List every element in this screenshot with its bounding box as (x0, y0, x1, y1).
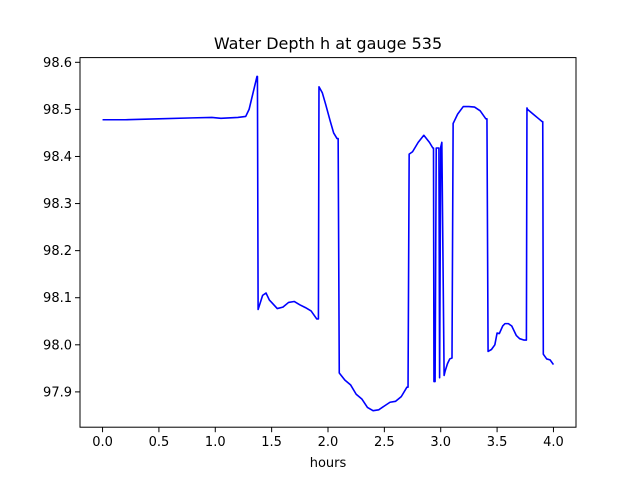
axis-ticks: 0.0 0.5 1.0 1.5 2.0 2.5 3.0 3.5 4.0 97.9 98.0 98.1 9… (43, 56, 564, 450)
axes-frame (79, 57, 577, 428)
y-tick-label: 98.1 (43, 291, 72, 306)
x-tick-label: 1.5 (261, 435, 282, 450)
x-tick-label: 3.0 (430, 435, 451, 450)
x-tick-label: 2.5 (374, 435, 395, 450)
x-tick-label: 0.5 (149, 435, 170, 450)
x-tick-label: 1.0 (205, 435, 226, 450)
x-tick-label: 3.5 (487, 435, 508, 450)
x-axis-label: hours (310, 456, 347, 471)
chart-title: Water Depth h at gauge 535 (214, 34, 442, 53)
x-tick-label: 2.0 (318, 435, 339, 450)
y-tick-label: 98.5 (43, 103, 72, 118)
x-tick-label: 0.0 (92, 435, 113, 450)
y-tick-label: 98.6 (43, 56, 72, 71)
plot-area (102, 75, 555, 412)
y-tick-label: 98.2 (43, 244, 72, 259)
y-tick-label: 97.9 (43, 385, 72, 400)
water-depth-line (102, 75, 555, 412)
y-tick-label: 98.3 (43, 197, 72, 212)
y-tick-label: 98.4 (43, 150, 72, 165)
y-tick-label: 98.0 (43, 338, 72, 353)
x-tick-label: 4.0 (543, 435, 564, 450)
